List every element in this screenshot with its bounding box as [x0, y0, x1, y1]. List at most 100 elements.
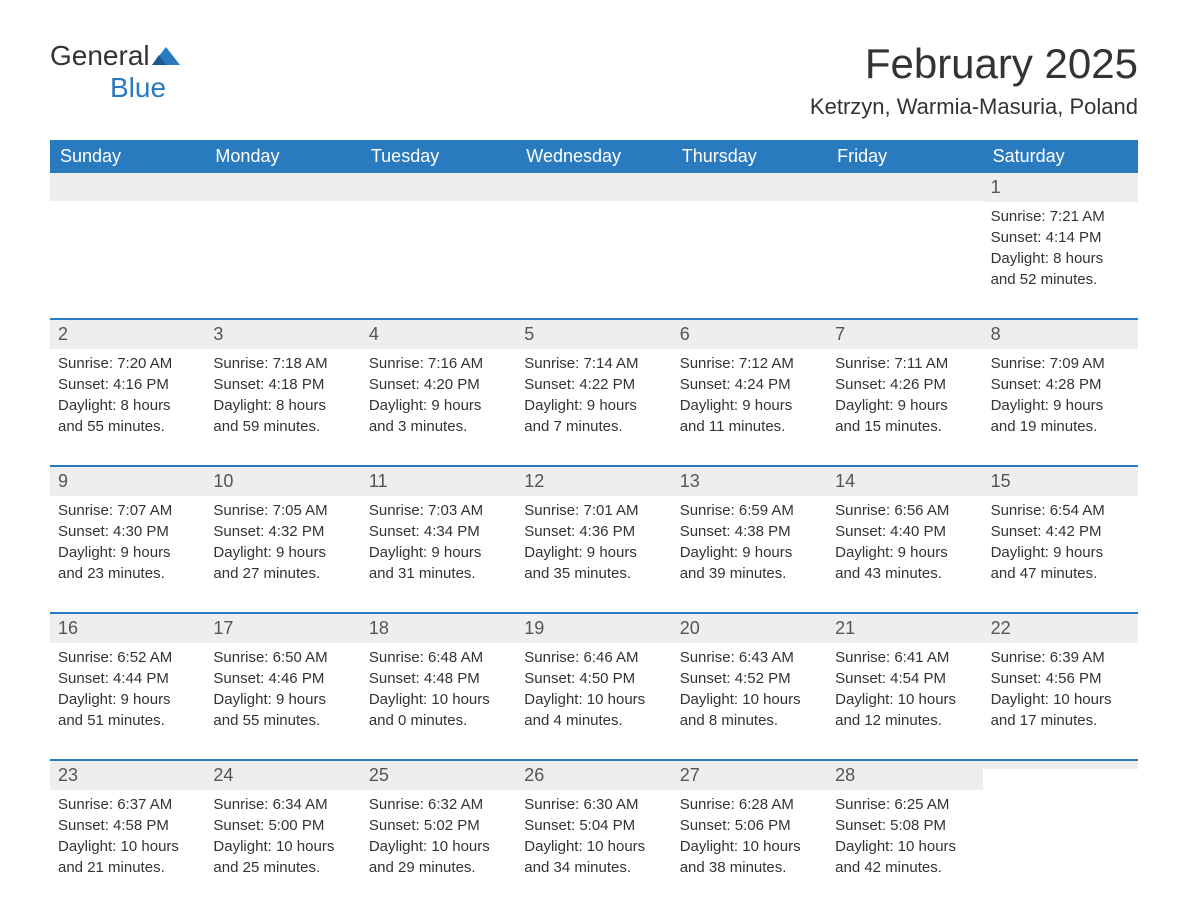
daylight-text-1: Daylight: 10 hours [524, 689, 663, 710]
daylight-text-1: Daylight: 9 hours [680, 542, 819, 563]
header-row: GeneralBlue February 2025 Ketrzyn, Warmi… [50, 40, 1138, 120]
day-content: Sunrise: 7:09 AMSunset: 4:28 PMDaylight:… [983, 349, 1138, 441]
week-row: 9Sunrise: 7:07 AMSunset: 4:30 PMDaylight… [50, 465, 1138, 588]
daylight-text-1: Daylight: 8 hours [213, 395, 352, 416]
weekday-monday: Monday [205, 140, 360, 173]
weekday-tuesday: Tuesday [361, 140, 516, 173]
day-cell: 12Sunrise: 7:01 AMSunset: 4:36 PMDayligh… [516, 467, 671, 588]
weeks-container: 1Sunrise: 7:21 AMSunset: 4:14 PMDaylight… [50, 173, 1138, 882]
weekday-wednesday: Wednesday [516, 140, 671, 173]
daylight-text-1: Daylight: 10 hours [835, 689, 974, 710]
sunset-text: Sunset: 4:14 PM [991, 227, 1130, 248]
day-number [516, 173, 671, 201]
day-number: 11 [361, 467, 516, 496]
daylight-text-1: Daylight: 10 hours [680, 689, 819, 710]
sunset-text: Sunset: 4:38 PM [680, 521, 819, 542]
sunrise-text: Sunrise: 7:20 AM [58, 353, 197, 374]
day-number [205, 173, 360, 201]
day-cell [516, 173, 671, 294]
day-cell: 16Sunrise: 6:52 AMSunset: 4:44 PMDayligh… [50, 614, 205, 735]
sunset-text: Sunset: 4:58 PM [58, 815, 197, 836]
week-row: 1Sunrise: 7:21 AMSunset: 4:14 PMDaylight… [50, 173, 1138, 294]
daylight-text-1: Daylight: 9 hours [524, 542, 663, 563]
day-cell: 19Sunrise: 6:46 AMSunset: 4:50 PMDayligh… [516, 614, 671, 735]
sunrise-text: Sunrise: 6:43 AM [680, 647, 819, 668]
weekday-saturday: Saturday [983, 140, 1138, 173]
daylight-text-2: and 31 minutes. [369, 563, 508, 584]
day-number: 1 [983, 173, 1138, 202]
sunset-text: Sunset: 4:52 PM [680, 668, 819, 689]
sunrise-text: Sunrise: 7:11 AM [835, 353, 974, 374]
day-number: 17 [205, 614, 360, 643]
day-content: Sunrise: 7:21 AMSunset: 4:14 PMDaylight:… [983, 202, 1138, 294]
day-cell: 11Sunrise: 7:03 AMSunset: 4:34 PMDayligh… [361, 467, 516, 588]
weekday-thursday: Thursday [672, 140, 827, 173]
sunset-text: Sunset: 4:26 PM [835, 374, 974, 395]
daylight-text-2: and 55 minutes. [58, 416, 197, 437]
day-cell: 23Sunrise: 6:37 AMSunset: 4:58 PMDayligh… [50, 761, 205, 882]
sunrise-text: Sunrise: 6:34 AM [213, 794, 352, 815]
sunset-text: Sunset: 4:36 PM [524, 521, 663, 542]
month-title: February 2025 [810, 40, 1138, 88]
daylight-text-2: and 15 minutes. [835, 416, 974, 437]
sunrise-text: Sunrise: 6:32 AM [369, 794, 508, 815]
day-content: Sunrise: 6:59 AMSunset: 4:38 PMDaylight:… [672, 496, 827, 588]
day-number: 2 [50, 320, 205, 349]
day-number: 5 [516, 320, 671, 349]
weekday-friday: Friday [827, 140, 982, 173]
title-block: February 2025 Ketrzyn, Warmia-Masuria, P… [810, 40, 1138, 120]
day-cell [672, 173, 827, 294]
day-number: 6 [672, 320, 827, 349]
day-cell: 7Sunrise: 7:11 AMSunset: 4:26 PMDaylight… [827, 320, 982, 441]
daylight-text-1: Daylight: 9 hours [680, 395, 819, 416]
day-number: 18 [361, 614, 516, 643]
daylight-text-2: and 19 minutes. [991, 416, 1130, 437]
day-cell: 25Sunrise: 6:32 AMSunset: 5:02 PMDayligh… [361, 761, 516, 882]
sunrise-text: Sunrise: 6:50 AM [213, 647, 352, 668]
daylight-text-2: and 55 minutes. [213, 710, 352, 731]
day-number: 7 [827, 320, 982, 349]
day-number: 16 [50, 614, 205, 643]
logo-text: GeneralBlue [50, 40, 180, 104]
day-content: Sunrise: 6:56 AMSunset: 4:40 PMDaylight:… [827, 496, 982, 588]
day-cell: 15Sunrise: 6:54 AMSunset: 4:42 PMDayligh… [983, 467, 1138, 588]
daylight-text-2: and 29 minutes. [369, 857, 508, 878]
logo-text-general: General [50, 40, 150, 71]
daylight-text-1: Daylight: 9 hours [835, 542, 974, 563]
daylight-text-1: Daylight: 10 hours [369, 689, 508, 710]
daylight-text-1: Daylight: 10 hours [524, 836, 663, 857]
day-cell: 21Sunrise: 6:41 AMSunset: 4:54 PMDayligh… [827, 614, 982, 735]
daylight-text-1: Daylight: 9 hours [835, 395, 974, 416]
day-content: Sunrise: 6:41 AMSunset: 4:54 PMDaylight:… [827, 643, 982, 735]
sunrise-text: Sunrise: 7:03 AM [369, 500, 508, 521]
sunset-text: Sunset: 4:32 PM [213, 521, 352, 542]
sunrise-text: Sunrise: 6:39 AM [991, 647, 1130, 668]
day-number [983, 761, 1138, 769]
day-number: 28 [827, 761, 982, 790]
daylight-text-2: and 42 minutes. [835, 857, 974, 878]
day-number: 3 [205, 320, 360, 349]
day-cell: 13Sunrise: 6:59 AMSunset: 4:38 PMDayligh… [672, 467, 827, 588]
week-row: 2Sunrise: 7:20 AMSunset: 4:16 PMDaylight… [50, 318, 1138, 441]
day-content: Sunrise: 7:12 AMSunset: 4:24 PMDaylight:… [672, 349, 827, 441]
day-number: 23 [50, 761, 205, 790]
day-cell: 17Sunrise: 6:50 AMSunset: 4:46 PMDayligh… [205, 614, 360, 735]
daylight-text-2: and 35 minutes. [524, 563, 663, 584]
sunrise-text: Sunrise: 7:07 AM [58, 500, 197, 521]
day-number: 22 [983, 614, 1138, 643]
sunrise-text: Sunrise: 6:56 AM [835, 500, 974, 521]
day-content: Sunrise: 7:07 AMSunset: 4:30 PMDaylight:… [50, 496, 205, 588]
daylight-text-1: Daylight: 9 hours [213, 542, 352, 563]
day-number [50, 173, 205, 201]
day-content: Sunrise: 7:11 AMSunset: 4:26 PMDaylight:… [827, 349, 982, 441]
day-cell [361, 173, 516, 294]
sunset-text: Sunset: 4:28 PM [991, 374, 1130, 395]
flag-icon [152, 40, 180, 58]
sunset-text: Sunset: 5:04 PM [524, 815, 663, 836]
day-number: 14 [827, 467, 982, 496]
weekday-header: Sunday Monday Tuesday Wednesday Thursday… [50, 140, 1138, 173]
sunrise-text: Sunrise: 7:05 AM [213, 500, 352, 521]
day-number: 27 [672, 761, 827, 790]
day-content: Sunrise: 7:01 AMSunset: 4:36 PMDaylight:… [516, 496, 671, 588]
daylight-text-2: and 11 minutes. [680, 416, 819, 437]
